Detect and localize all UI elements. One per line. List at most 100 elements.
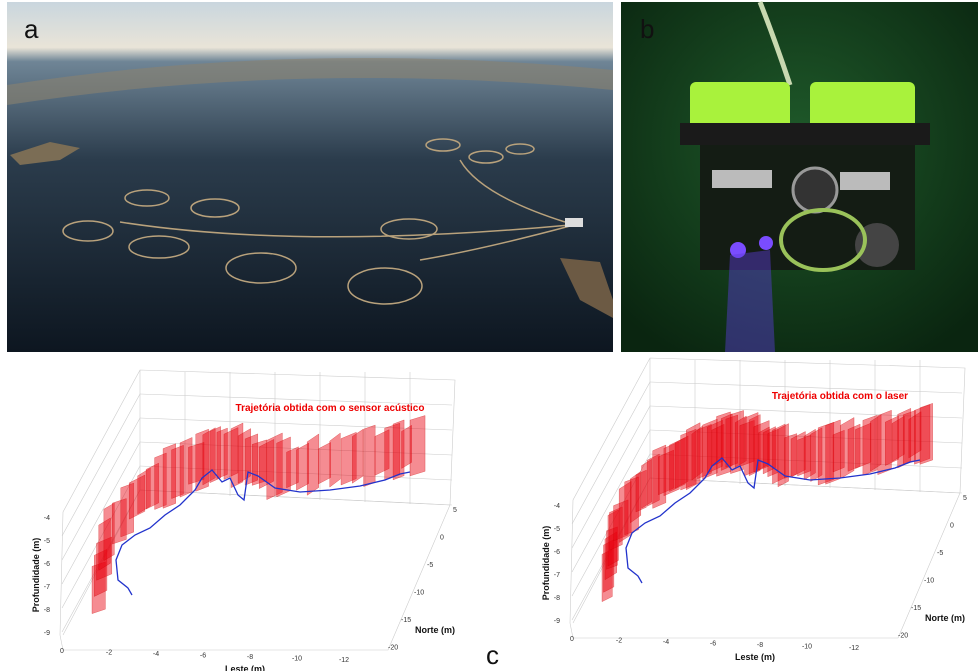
grid-line: [61, 465, 141, 609]
sensor-patch: [730, 410, 744, 474]
sensor-patch: [908, 411, 922, 459]
sensor-patch: [739, 419, 755, 467]
z-tick-label: -9: [44, 630, 50, 637]
sensor-patch: [790, 431, 806, 478]
y-tick-label: 0: [440, 535, 444, 542]
grid-line: [649, 405, 963, 419]
trajectory: [115, 469, 411, 596]
y-tick-label: 0: [950, 523, 954, 530]
plot-3d: -4 -5 -6 -7 -8 -9 0 -2 -4 -6 -8 -10 -12 5 0 -5 -10 -15 -20…: [31, 369, 457, 671]
y-tick-label: -5: [937, 550, 943, 557]
sensor-patch: [658, 449, 674, 496]
sensor-patch: [91, 561, 106, 614]
sensor-patch: [179, 437, 193, 498]
sensor-patch: [230, 422, 244, 489]
x-tick-label: -12: [849, 645, 859, 652]
sensor-patch: [624, 476, 639, 536]
sensor-patch: [318, 441, 331, 485]
y-tick-label: -10: [924, 578, 934, 585]
z-tick-label: -9: [554, 618, 560, 625]
sensor-patch: [680, 428, 697, 491]
grid-line: [571, 381, 651, 525]
sensor-patch: [266, 432, 283, 501]
sensor-patch: [103, 502, 115, 562]
x-tick-label: -12: [339, 657, 349, 664]
x-tick-label: -4: [153, 651, 159, 658]
x-tick-label: -4: [663, 639, 669, 646]
y-tick-label: -20: [388, 645, 398, 652]
sensor-patch: [720, 413, 733, 471]
y-tick-label: -10: [414, 590, 424, 597]
grid-line: [649, 429, 963, 444]
sensor-patch: [697, 423, 712, 480]
y-tick-label: 5: [453, 507, 457, 514]
x-tick-label: -8: [247, 654, 253, 661]
sensor-patch: [601, 548, 613, 603]
plot-3d: -4 -5 -6 -7 -8 -9 0 -2 -4 -6 -8 -10 -12 5 0 -5 -10 -15 -20…: [541, 357, 967, 662]
z-tick-label: -7: [44, 584, 50, 591]
grid-line: [571, 453, 651, 597]
sensor-patch: [847, 423, 861, 472]
sensor-patch: [919, 403, 933, 465]
sensor-patch: [652, 444, 667, 509]
z-tick-label: -5: [44, 538, 50, 545]
x-tick-label: -8: [757, 642, 763, 649]
axis-label: Leste (m): [735, 652, 775, 662]
sensor-patch: [817, 421, 835, 486]
sensor-patch: [914, 404, 931, 465]
x-tick-label: -2: [616, 638, 622, 645]
z-tick-label: -6: [554, 549, 560, 556]
grid-line: [61, 393, 141, 537]
sensor-patch: [401, 424, 412, 469]
x-tick-label: -2: [106, 650, 112, 657]
sensor-patch: [154, 452, 167, 510]
x-tick-label: -10: [292, 656, 302, 663]
sensor-patch: [409, 415, 426, 477]
z-tick-label: -8: [44, 607, 50, 614]
y-tick-label: -15: [401, 617, 411, 624]
sensor-patch: [209, 426, 221, 484]
grid-line: [571, 405, 651, 549]
axis-label: Leste (m): [225, 664, 265, 671]
grid-line: [649, 453, 963, 469]
sensor-patch: [725, 414, 738, 468]
x-tick-label: -10: [802, 644, 812, 651]
axis-label: Norte (m): [415, 625, 455, 635]
sensor-patch: [840, 417, 855, 479]
y-tick-label: -5: [427, 562, 433, 569]
sensor-patch: [171, 444, 184, 499]
sensor-patch: [329, 432, 341, 488]
grid-line: [139, 393, 453, 406]
photo-a: [7, 2, 613, 352]
x-tick-label: 0: [60, 648, 64, 655]
sensor-patch: [635, 469, 647, 513]
grid-line: [571, 477, 651, 621]
sensor-patch: [674, 435, 689, 489]
y-tick-label: -15: [911, 605, 921, 612]
grid-line: [139, 417, 453, 431]
sensor-patch: [663, 441, 680, 497]
grid-line: [571, 429, 651, 573]
sensor-patch: [870, 414, 882, 472]
sensor-patch: [237, 428, 251, 484]
sensor-patch: [744, 412, 759, 477]
sensor-patch: [607, 509, 619, 567]
sensor-patch: [306, 433, 320, 496]
sensor-patch: [641, 458, 652, 509]
z-tick-label: -7: [554, 572, 560, 579]
sensor-patch: [363, 424, 376, 487]
sensor-patch: [128, 474, 146, 520]
z-tick-label: -8: [554, 595, 560, 602]
sensor-patch: [112, 498, 127, 545]
axis-label: Norte (m): [925, 613, 965, 623]
panel-label: c: [486, 640, 499, 670]
z-tick-label: -6: [44, 561, 50, 568]
grid-line: [61, 417, 141, 561]
trajectory: [625, 457, 921, 584]
y-tick-label: 5: [963, 495, 967, 502]
sensor-patch: [216, 427, 228, 479]
sensor-patch: [803, 428, 816, 481]
sensor-patch: [286, 446, 299, 489]
